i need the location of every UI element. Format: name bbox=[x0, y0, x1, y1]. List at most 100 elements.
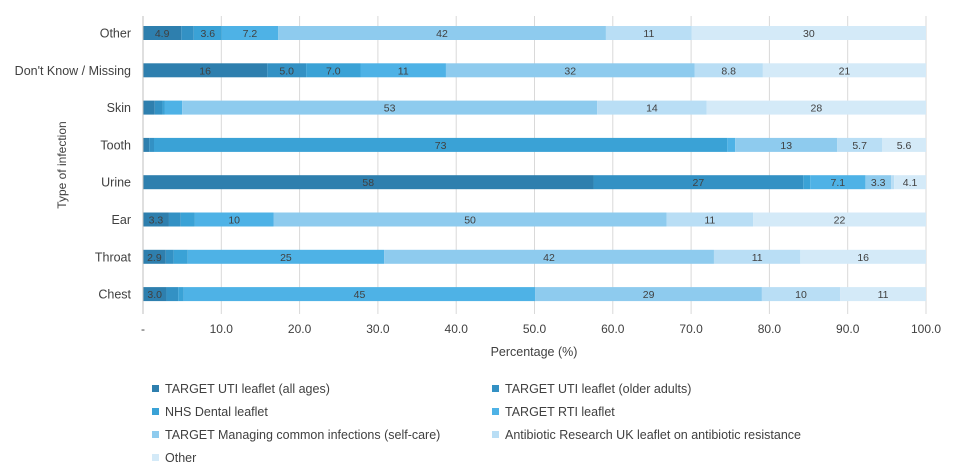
data-label: 11 bbox=[704, 215, 715, 227]
legend-label: Other bbox=[165, 450, 197, 465]
x-axis-tick-labels: - 10.0 20.0 30.0 40.0 50.0 60.0 70.0 80.0 90.0 100… bbox=[141, 322, 941, 336]
legend-swatch bbox=[492, 385, 499, 392]
chart-legend: TARGET UTI leaflet (all ages) TARGET UTI … bbox=[152, 379, 932, 467]
bar-segment bbox=[193, 26, 222, 40]
x-tick-label: 30.0 bbox=[366, 322, 390, 336]
data-label: 7.2 bbox=[243, 28, 258, 40]
data-label: 10 bbox=[228, 215, 240, 227]
bar-segment bbox=[173, 249, 188, 264]
bar-segment bbox=[753, 212, 926, 227]
data-label: 5.6 bbox=[897, 140, 912, 152]
data-label: 3.3 bbox=[149, 215, 164, 227]
bar-segment bbox=[445, 63, 695, 78]
y-tick-label: Ear bbox=[112, 213, 131, 227]
data-label: 2.9 bbox=[147, 252, 162, 264]
data-label: 29 bbox=[643, 289, 655, 301]
legend-item: TARGET UTI leaflet (older adults) bbox=[492, 379, 932, 398]
data-label: 16 bbox=[199, 65, 211, 77]
bar-segment bbox=[803, 175, 811, 190]
data-label: 4.1 bbox=[903, 177, 918, 189]
legend-item: TARGET UTI leaflet (all ages) bbox=[152, 379, 492, 398]
legend-item: Antibiotic Research UK leaflet on antibi… bbox=[492, 425, 932, 444]
bar-segment bbox=[762, 63, 926, 78]
data-label: 42 bbox=[436, 28, 448, 40]
data-label: 4.9 bbox=[155, 28, 170, 40]
bar-segment bbox=[143, 63, 268, 78]
bar-segment bbox=[149, 137, 154, 152]
legend-label: TARGET UTI leaflet (all ages) bbox=[165, 381, 330, 396]
data-label: 73 bbox=[435, 140, 447, 152]
bar-segment bbox=[143, 175, 594, 190]
y-axis-tick-labels: Other Don't Know / Missing Skin Tooth Urine E… bbox=[15, 27, 132, 302]
bar-segment bbox=[727, 137, 736, 152]
bar-segment bbox=[865, 175, 892, 190]
bar-segment bbox=[181, 26, 194, 40]
bar-segment bbox=[143, 26, 182, 40]
bar-segment bbox=[267, 63, 307, 78]
bar-segment bbox=[187, 249, 385, 264]
data-label: 7.0 bbox=[326, 65, 341, 77]
bar-segment bbox=[183, 287, 536, 302]
legend-swatch bbox=[152, 431, 159, 438]
data-label: 5.0 bbox=[279, 65, 294, 77]
bar-segment bbox=[168, 212, 181, 227]
data-label: 53 bbox=[384, 103, 396, 115]
bar-segment bbox=[891, 175, 895, 190]
bar-data-labels: 4.9 3.6 7.2 42 11 30 16 5.0 7.0 11 32 8.8 21 53 14 28 73… bbox=[147, 28, 917, 301]
y-tick-label: Throat bbox=[95, 250, 132, 264]
bar-segment bbox=[154, 100, 163, 115]
bar-segment bbox=[840, 287, 926, 302]
bar-segment bbox=[143, 137, 150, 152]
y-tick-label: Tooth bbox=[100, 138, 131, 152]
data-label: 7.1 bbox=[831, 177, 846, 189]
bar-segments bbox=[143, 26, 926, 302]
x-axis-title: Percentage (%) bbox=[491, 345, 578, 359]
bar-segment bbox=[691, 26, 926, 40]
legend-label: TARGET UTI leaflet (older adults) bbox=[505, 381, 692, 396]
y-axis-title: Type of infection bbox=[55, 121, 69, 208]
bar-segment bbox=[713, 249, 801, 264]
legend-item: NHS Dental leaflet bbox=[152, 402, 492, 421]
x-tick-label: 60.0 bbox=[601, 322, 625, 336]
legend-swatch bbox=[152, 385, 159, 392]
bar-segment bbox=[165, 249, 174, 264]
x-tick-label: 80.0 bbox=[758, 322, 782, 336]
bar-segment bbox=[182, 100, 598, 115]
bar-segment bbox=[535, 287, 762, 302]
bar-segment bbox=[143, 287, 167, 302]
bar-segment bbox=[882, 137, 926, 152]
data-label: 3.6 bbox=[200, 28, 215, 40]
bar-segment bbox=[143, 212, 169, 227]
data-label: 11 bbox=[752, 252, 763, 264]
x-tick-label: 50.0 bbox=[523, 322, 547, 336]
bar-segment bbox=[162, 100, 165, 115]
bar-segment bbox=[894, 175, 926, 190]
x-tick-label: 70.0 bbox=[679, 322, 703, 336]
bar-segment bbox=[166, 287, 179, 302]
bar-segment bbox=[306, 63, 361, 78]
y-tick-label: Skin bbox=[107, 101, 131, 115]
data-label: 13 bbox=[780, 140, 792, 152]
data-label: 27 bbox=[693, 177, 705, 189]
data-label: 10 bbox=[795, 289, 807, 301]
legend-label: TARGET RTI leaflet bbox=[505, 404, 615, 419]
bar-segment bbox=[143, 100, 155, 115]
data-label: 32 bbox=[564, 65, 576, 77]
bar-segment bbox=[164, 100, 183, 115]
y-tick-label: Urine bbox=[101, 176, 131, 190]
legend-label: NHS Dental leaflet bbox=[165, 404, 268, 419]
data-label: 11 bbox=[643, 28, 654, 40]
legend-item: TARGET RTI leaflet bbox=[492, 402, 932, 421]
stacked-bar-chart: 4.9 3.6 7.2 42 11 30 16 5.0 7.0 11 32 8.8 21 53 14 28 73… bbox=[15, 16, 941, 359]
bar-segment bbox=[605, 26, 692, 40]
y-tick-label: Other bbox=[100, 27, 131, 41]
bar-segment bbox=[360, 63, 446, 78]
bar-segment bbox=[221, 26, 279, 40]
x-tick-label: - bbox=[141, 322, 145, 336]
data-label: 3.3 bbox=[871, 177, 886, 189]
bar-segment bbox=[278, 26, 606, 40]
bar-segment bbox=[694, 63, 763, 78]
bar-segment bbox=[706, 100, 926, 115]
data-label: 42 bbox=[543, 252, 555, 264]
bar-segment bbox=[180, 212, 195, 227]
